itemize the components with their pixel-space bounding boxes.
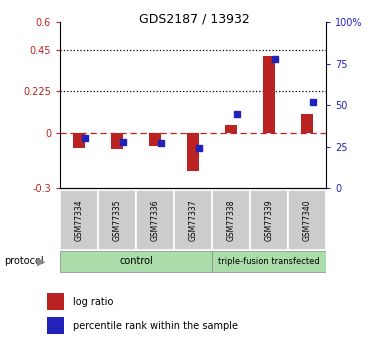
Bar (111, 133, 123, 149)
Text: GSM77334: GSM77334 (74, 199, 84, 241)
FancyBboxPatch shape (288, 190, 326, 249)
Text: ▶: ▶ (36, 256, 45, 266)
Text: percentile rank within the sample: percentile rank within the sample (73, 321, 238, 331)
FancyBboxPatch shape (212, 190, 250, 249)
FancyBboxPatch shape (250, 190, 288, 249)
Bar (47, 317, 64, 334)
Text: triple-fusion transfected: triple-fusion transfected (218, 257, 320, 266)
Text: GSM77338: GSM77338 (227, 199, 236, 241)
FancyBboxPatch shape (174, 190, 212, 249)
Text: GSM77340: GSM77340 (302, 199, 312, 241)
Bar (263, 56, 275, 133)
FancyBboxPatch shape (212, 250, 326, 272)
Bar (187, 133, 199, 171)
Text: GSM77339: GSM77339 (265, 199, 274, 241)
Bar (301, 115, 313, 133)
Text: GSM77335: GSM77335 (113, 199, 121, 241)
Bar (47, 293, 64, 310)
Text: GDS2187 / 13932: GDS2187 / 13932 (139, 12, 249, 25)
Bar (149, 133, 161, 146)
Text: GSM77336: GSM77336 (151, 199, 159, 241)
Text: log ratio: log ratio (73, 297, 113, 307)
Text: GSM77337: GSM77337 (189, 199, 197, 241)
Bar (225, 126, 237, 133)
Bar (73, 133, 85, 148)
Text: control: control (119, 256, 153, 266)
FancyBboxPatch shape (98, 190, 136, 249)
Text: protocol: protocol (4, 256, 43, 266)
FancyBboxPatch shape (136, 190, 174, 249)
FancyBboxPatch shape (60, 250, 212, 272)
FancyBboxPatch shape (60, 190, 98, 249)
